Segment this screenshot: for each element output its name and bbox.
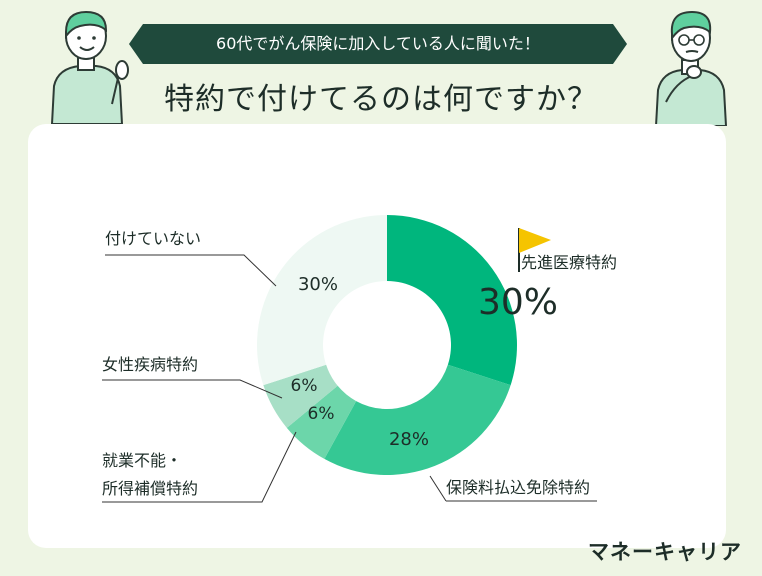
category-label-1: 先進医療特約 [521,253,617,272]
donut-slice-5 [256,215,387,386]
category-label-5: 付けていない [105,229,201,248]
leader-line-3 [102,431,297,503]
value-label-4: 6% [291,376,318,396]
banner-text: 60代でがん保険に加入している人に聞いた！ [216,34,540,53]
category-label-4: 女性疾病特約 [102,355,198,374]
chart-card [28,124,726,548]
category-label-3-line-2: 所得補償特約 [102,479,198,498]
leader-line-2 [429,475,597,502]
brand-logo: マネーキャリア [588,540,742,564]
question-title: 特約で付けてるのは何ですか？ [164,82,598,117]
donut-slice-4 [263,364,338,428]
leader-line-5 [105,254,277,287]
value-label-5: 30% [298,274,338,295]
leader-line-4 [102,379,283,399]
donut-slice-1 [387,215,517,386]
right-person-illustration [654,10,728,126]
left-person-illustration [50,10,129,124]
header-banner: 60代でがん保険に加入している人に聞いた！ [129,24,627,64]
donut-slice-2 [324,364,511,475]
value-label-2: 28% [389,429,429,450]
donut-slice-3 [286,385,357,459]
category-label-3-line-1: 就業不能・ [102,451,182,470]
value-label-1: 30% [478,282,558,323]
category-label-2: 保険料払込免除特約 [446,478,590,497]
flag-icon [518,228,551,272]
value-label-3: 6% [308,404,335,424]
